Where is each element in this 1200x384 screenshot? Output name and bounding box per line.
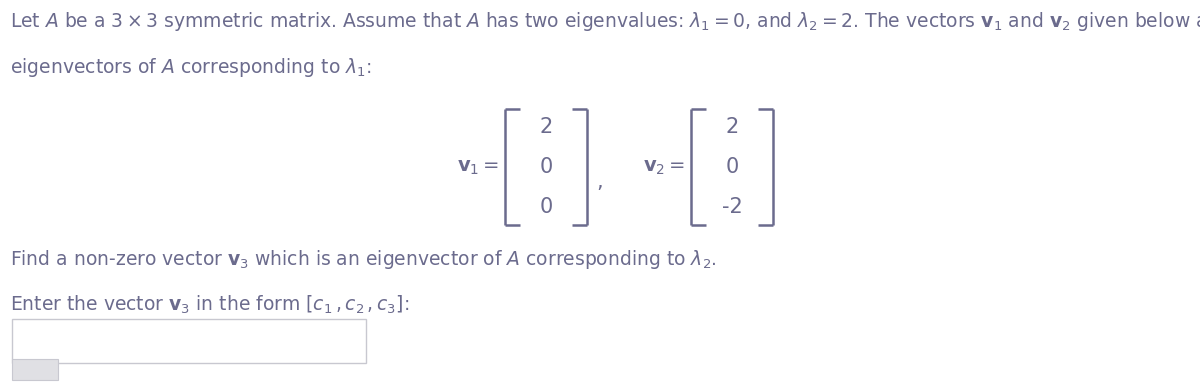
Text: $\mathbf{v}_2 =$: $\mathbf{v}_2 =$: [643, 157, 685, 177]
FancyBboxPatch shape: [12, 359, 58, 380]
Text: 2: 2: [539, 117, 553, 137]
Text: eigenvectors of $A$ corresponding to $\lambda_1$:: eigenvectors of $A$ corresponding to $\l…: [10, 56, 371, 79]
Text: ,: ,: [596, 172, 604, 192]
Text: 2: 2: [725, 117, 739, 137]
Text: Let $A$ be a $3\times3$ symmetric matrix. Assume that $A$ has two eigenvalues: $: Let $A$ be a $3\times3$ symmetric matrix…: [10, 10, 1200, 33]
Text: -2: -2: [721, 197, 743, 217]
Text: 0: 0: [539, 157, 553, 177]
Text: 0: 0: [725, 157, 739, 177]
Text: Enter the vector $\mathbf{v}_3$ in the form $[c_1\,, c_2\,, c_3]$:: Enter the vector $\mathbf{v}_3$ in the f…: [10, 294, 409, 316]
Text: Find a non-zero vector $\mathbf{v}_3$ which is an eigenvector of $A$ correspondi: Find a non-zero vector $\mathbf{v}_3$ wh…: [10, 248, 716, 271]
FancyBboxPatch shape: [12, 319, 366, 363]
Text: 0: 0: [539, 197, 553, 217]
Text: $\mathbf{v}_1 =$: $\mathbf{v}_1 =$: [457, 157, 499, 177]
